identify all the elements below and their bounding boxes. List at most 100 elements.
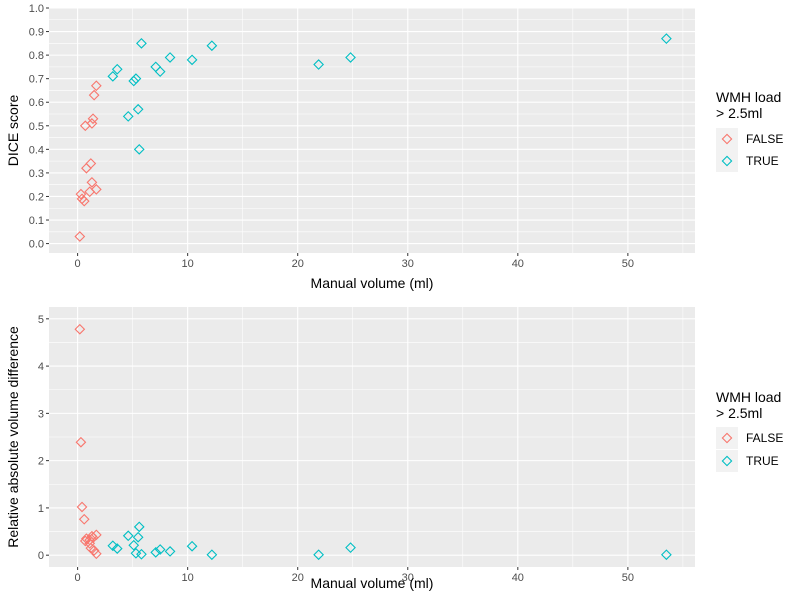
x-tick-label: 50 xyxy=(622,258,634,270)
x-tick-label: 10 xyxy=(182,258,194,270)
legend-label-true: TRUE xyxy=(746,454,779,468)
legend-key-background xyxy=(716,450,738,472)
data-point xyxy=(85,158,97,169)
y-tick-label: 0.1 xyxy=(29,215,44,227)
legend-title-line: WMH load xyxy=(716,89,781,105)
y-tick-label: 5 xyxy=(38,314,44,326)
data-point xyxy=(345,52,356,63)
y-tick-label: 2 xyxy=(38,456,44,468)
legend-key-background xyxy=(716,150,738,172)
y-tick-label: 0.7 xyxy=(29,74,44,86)
data-point xyxy=(313,59,325,70)
x-tick-label: 40 xyxy=(512,572,524,584)
data-point xyxy=(186,54,198,66)
data-point xyxy=(75,436,87,448)
data-point xyxy=(78,513,90,525)
legend-key-false xyxy=(721,133,733,145)
legend-key-false xyxy=(721,432,733,444)
data-point xyxy=(206,549,218,561)
data-point xyxy=(90,548,102,560)
data-point xyxy=(88,89,100,101)
x-tick-label: 0 xyxy=(75,572,81,584)
plot-background xyxy=(49,8,695,253)
legend-key-background xyxy=(716,427,738,449)
data-point xyxy=(75,188,87,200)
data-point xyxy=(130,73,142,85)
x-tick-label: 20 xyxy=(292,572,304,584)
data-point xyxy=(132,103,144,115)
data-point xyxy=(74,231,86,242)
y-tick-label: 0 xyxy=(38,550,44,562)
chart-panel-1: 0 10 20 30 40 50 0.0 0.1 0.2 0.3 0.4 0.5 0.6 0.7 0.8 0.… xyxy=(5,3,783,291)
y-tick-label: 0.5 xyxy=(29,121,44,133)
data-point xyxy=(87,113,99,125)
data-point xyxy=(111,543,123,554)
legend-title-line: > 2.5ml xyxy=(716,105,762,121)
data-point xyxy=(313,549,325,561)
data-point xyxy=(150,546,162,558)
x-tick-label: 50 xyxy=(622,572,634,584)
chart-panel-2: 0 10 20 30 40 50 0 1 2 3 4 5 Manual volume (ml) Relat… xyxy=(5,307,783,591)
data-point xyxy=(136,548,147,560)
legend: WMH load> 2.5ml FALSE TRUE xyxy=(716,89,783,172)
data-point xyxy=(107,70,119,82)
data-point xyxy=(88,545,100,556)
x-tick-label: 30 xyxy=(402,258,414,270)
y-tick-label: 0.8 xyxy=(29,50,44,62)
x-tick-label: 20 xyxy=(292,258,304,270)
data-point xyxy=(154,66,166,77)
data-point xyxy=(661,549,672,561)
y-tick-label: 0.0 xyxy=(29,239,44,251)
data-point xyxy=(74,323,86,335)
data-point xyxy=(133,521,145,533)
y-tick-label: 3 xyxy=(38,408,44,420)
data-point xyxy=(87,532,99,544)
series-true xyxy=(107,521,672,561)
y-tick-label: 0.4 xyxy=(29,144,44,156)
y-tick-label: 0.6 xyxy=(29,97,44,109)
data-point xyxy=(122,530,134,542)
series-false xyxy=(74,323,102,560)
data-point xyxy=(164,546,176,557)
series-false xyxy=(74,80,102,242)
series-true xyxy=(107,33,672,155)
legend-label-false: FALSE xyxy=(746,132,783,146)
data-point xyxy=(90,80,102,92)
data-point xyxy=(136,37,147,49)
legend-title-line: WMH load xyxy=(716,389,781,405)
legend-key-true xyxy=(721,155,733,167)
data-point xyxy=(86,176,98,188)
x-tick-label: 30 xyxy=(402,572,414,584)
data-point xyxy=(133,143,145,155)
legend-label-true: TRUE xyxy=(746,154,779,168)
data-point xyxy=(122,110,134,122)
y-tick-label: 1.0 xyxy=(29,3,44,15)
data-point xyxy=(128,75,140,87)
data-point xyxy=(76,501,88,513)
y-tick-label: 0.3 xyxy=(29,168,44,180)
data-point xyxy=(90,184,102,195)
data-point xyxy=(154,544,166,555)
data-point xyxy=(186,540,198,552)
x-tick-label: 10 xyxy=(182,572,194,584)
y-tick-label: 1 xyxy=(38,503,44,515)
y-tick-label: 4 xyxy=(38,361,44,373)
data-point xyxy=(206,40,218,52)
x-tick-label: 0 xyxy=(75,258,81,270)
legend-key-true xyxy=(721,455,733,467)
data-point xyxy=(345,542,356,553)
y-tick-label: 0.9 xyxy=(29,27,44,39)
y-tick-label: 0.2 xyxy=(29,191,44,203)
data-point xyxy=(111,63,123,75)
data-point xyxy=(90,529,102,541)
legend-label-false: FALSE xyxy=(746,431,783,445)
legend: WMH load> 2.5ml FALSE TRUE xyxy=(716,389,783,472)
data-point xyxy=(78,195,90,207)
y-axis-title: Relative absolute volume difference xyxy=(5,326,21,548)
legend-title-line: > 2.5ml xyxy=(716,405,762,421)
data-point xyxy=(164,52,176,63)
legend-key-background xyxy=(716,128,738,150)
x-axis-title: Manual volume (ml) xyxy=(311,575,434,591)
data-point xyxy=(661,33,672,45)
